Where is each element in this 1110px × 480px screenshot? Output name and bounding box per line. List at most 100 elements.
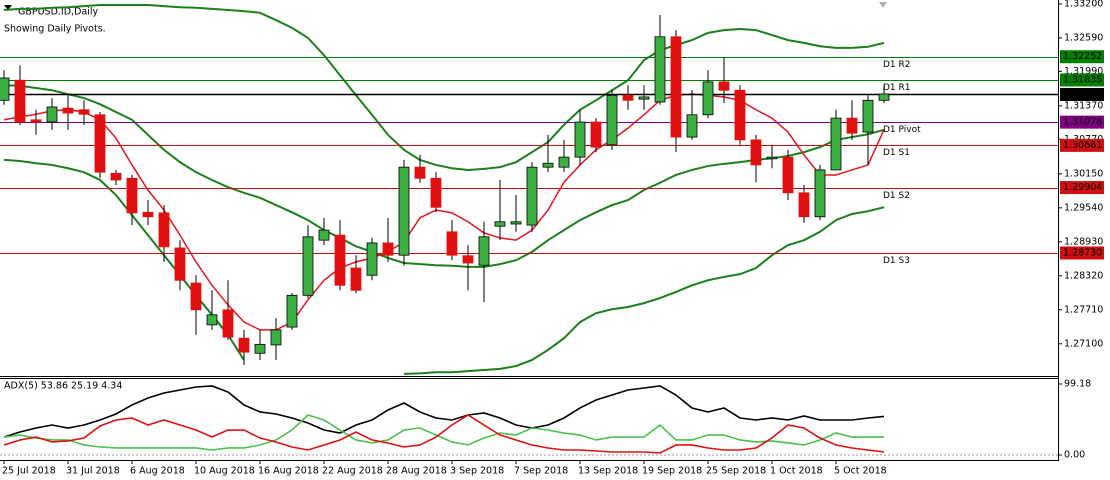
- indicator-line: [3, 414, 885, 454]
- candle-body: [702, 81, 714, 116]
- candle-body: [638, 96, 650, 100]
- candle-body: [142, 211, 154, 218]
- candle-body: [238, 337, 250, 353]
- candle-body: [14, 79, 26, 123]
- x-tick-label: 7 Sep 2018: [514, 466, 568, 477]
- candle-body: [110, 172, 122, 181]
- y-tick-label: 1.27100: [1064, 338, 1103, 349]
- y-tick-label: 1.32590: [1064, 32, 1103, 43]
- pivot-name: D1 S1: [883, 148, 910, 158]
- price-label-box: [1060, 115, 1104, 129]
- candle-body: [734, 89, 746, 141]
- indicator-line: [3, 4, 885, 171]
- y-tick-label: 1.29540: [1064, 202, 1103, 213]
- price-label: 1.31078: [1063, 117, 1102, 128]
- candle-body: [830, 117, 842, 171]
- x-tick-label: 22 Aug 2018: [322, 466, 383, 477]
- candle-body: [398, 166, 410, 256]
- x-tick-label: 1 Oct 2018: [770, 466, 823, 477]
- indicator-line: [3, 385, 885, 438]
- x-tick-label: 10 Aug 2018: [194, 466, 255, 477]
- x-tick-label: 19 Sep 2018: [642, 466, 702, 477]
- candle-body: [302, 236, 314, 296]
- indicator-line: [3, 414, 885, 451]
- price-label: 1.32252: [1063, 51, 1102, 62]
- x-tick-label: 13 Sep 2018: [578, 466, 638, 477]
- x-tick-label: 28 Aug 2018: [386, 466, 447, 477]
- indicator-line: [3, 84, 885, 268]
- chart-title: GBPUSD.ID,Daily: [18, 7, 98, 18]
- candle-body: [526, 166, 538, 226]
- candle-body: [222, 309, 234, 338]
- candle-body: [878, 93, 890, 101]
- candle-body: [318, 229, 330, 241]
- price-label-box: [1060, 246, 1104, 260]
- candle-body: [574, 121, 586, 158]
- price-label-box: [1060, 88, 1104, 101]
- pivot-name: D1 R1: [883, 83, 911, 93]
- chart-subtitle: Showing Daily Pivots.: [4, 24, 106, 35]
- x-tick-label: 31 Jul 2018: [66, 466, 120, 477]
- pivot-name: D1 S3: [883, 256, 910, 266]
- x-tick-label: 16 Aug 2018: [258, 466, 319, 477]
- price-label: 1.31835: [1063, 74, 1102, 85]
- pivot-name: D1 Pivot: [883, 125, 921, 135]
- candle-body: [46, 106, 58, 123]
- candle-body: [0, 77, 10, 101]
- candle-body: [382, 242, 394, 256]
- candle-body: [94, 114, 106, 173]
- y-tick-label: 1.31990: [1064, 66, 1103, 77]
- candle-body: [430, 177, 442, 208]
- y-tick-label: 1.33200: [1064, 0, 1103, 9]
- x-tick-label: 6 Aug 2018: [130, 466, 185, 477]
- candle-body: [606, 94, 618, 146]
- candle-body: [510, 221, 522, 225]
- candle-body: [286, 294, 298, 328]
- symbol-menu-icon[interactable]: [4, 5, 12, 10]
- price-label: 1.31584: [1063, 89, 1102, 100]
- candle-body: [190, 282, 202, 311]
- candle-body: [414, 166, 426, 179]
- candle-body: [478, 236, 490, 266]
- y-tick-label: 99.18: [1064, 379, 1091, 390]
- candle-body: [670, 36, 682, 138]
- price-label-box: [1060, 50, 1104, 64]
- candle-body: [798, 192, 810, 218]
- candle-body: [542, 162, 554, 168]
- candle-body: [30, 119, 42, 123]
- price-label: 1.28730: [1063, 247, 1102, 258]
- price-label-box: [1060, 73, 1104, 87]
- candle-body: [782, 156, 794, 194]
- candle-body: [62, 107, 74, 114]
- candle-body: [750, 139, 762, 166]
- candle-body: [814, 169, 826, 218]
- price-label-box: [1060, 181, 1104, 195]
- candle-body: [862, 99, 874, 133]
- candle-body: [270, 329, 282, 346]
- chart-shift-marker[interactable]: [879, 2, 887, 8]
- candle-body: [718, 81, 730, 91]
- candle-body: [78, 109, 90, 115]
- x-tick-label: 3 Sep 2018: [450, 466, 504, 477]
- candle-body: [350, 267, 362, 291]
- y-tick-label: 0.00: [1064, 450, 1085, 461]
- candle-body: [766, 156, 778, 160]
- indicator-line: [3, 158, 245, 361]
- candle-body: [366, 242, 378, 276]
- candle-body: [446, 231, 458, 256]
- candle-body: [174, 247, 186, 281]
- y-tick-label: 1.27710: [1064, 304, 1103, 315]
- x-tick-label: 5 Oct 2018: [834, 466, 887, 477]
- candle-body: [590, 121, 602, 148]
- y-tick-label: 1.31370: [1064, 100, 1103, 111]
- candle-body: [158, 212, 170, 248]
- candle-body: [654, 36, 666, 103]
- candle-body: [558, 156, 570, 168]
- candle-body: [494, 221, 506, 227]
- candle-body: [686, 114, 698, 138]
- y-tick-label: 1.28930: [1064, 236, 1103, 247]
- y-tick-label: 1.30150: [1064, 168, 1103, 179]
- candle-body: [846, 117, 858, 134]
- x-tick-label: 25 Jul 2018: [2, 466, 56, 477]
